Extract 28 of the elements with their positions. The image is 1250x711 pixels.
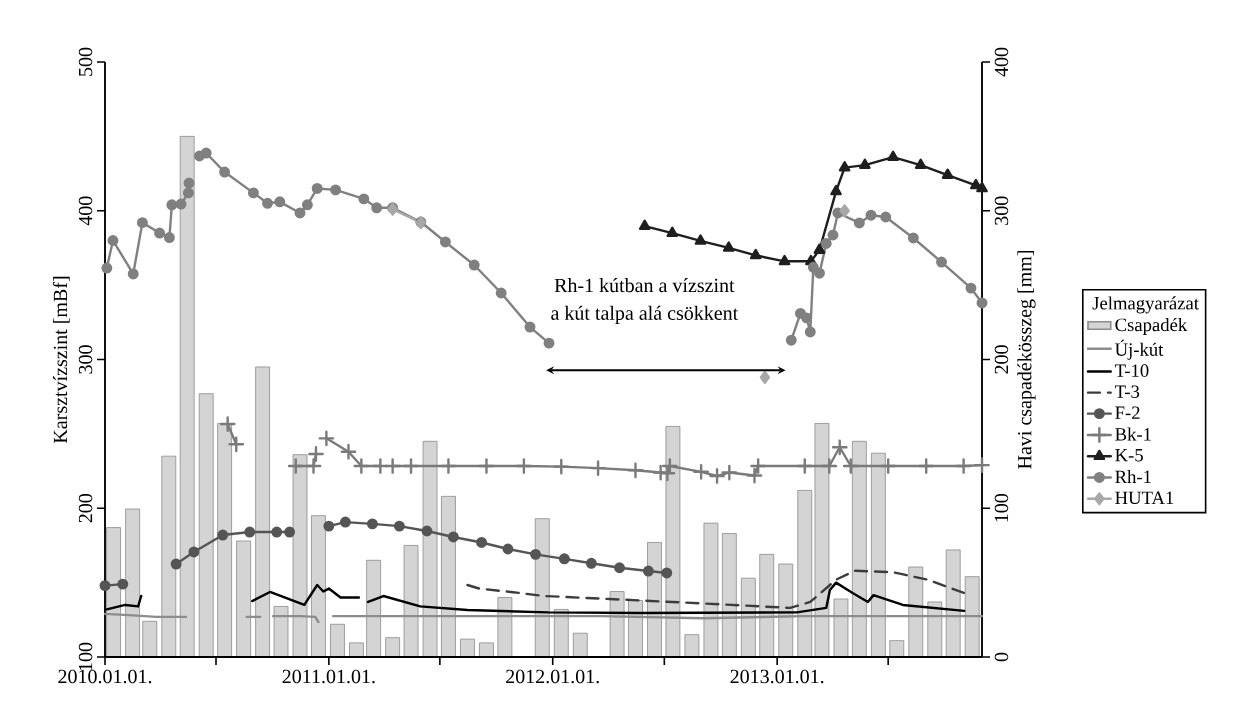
annotation: Rh-1 kútban a vízszint bbox=[554, 278, 735, 293]
y2-tick-label: 200 bbox=[994, 345, 1009, 374]
y2-tick-label: 100 bbox=[994, 494, 1009, 522]
x-tick-label: 2010.01.01. bbox=[58, 669, 152, 684]
legend-label: T-3 bbox=[1114, 385, 1140, 398]
legend-title: Jelmagyarázat bbox=[1092, 296, 1199, 314]
legend-label: Csapadék bbox=[1115, 318, 1188, 335]
legend-label: K-5 bbox=[1115, 449, 1143, 462]
x-tick-label: 2012.01.01. bbox=[506, 669, 599, 684]
y-tick-label: 200 bbox=[78, 494, 93, 523]
y2-tick-label: 400 bbox=[994, 47, 1009, 77]
annotation: a kút talpa alá csökkent bbox=[551, 305, 739, 324]
x-tick-label: 2013.01.01. bbox=[730, 669, 824, 684]
legend-label: HUTA1 bbox=[1115, 491, 1174, 505]
y-axis-title: Karsztvízszint [mBf] bbox=[52, 276, 70, 444]
x-tick-label: 2011.01.01. bbox=[282, 669, 375, 684]
y-tick-label: 300 bbox=[78, 345, 93, 374]
legend-label: T-10 bbox=[1114, 364, 1149, 377]
y-tick-label: 500 bbox=[78, 47, 93, 76]
y2-tick-label: 0 bbox=[994, 652, 1009, 662]
y-tick-label: 100 bbox=[78, 642, 93, 671]
legend-label: Rh-1 bbox=[1115, 469, 1151, 483]
legend-label: Új-kút bbox=[1115, 339, 1164, 360]
y2-tick-label: 300 bbox=[994, 196, 1009, 225]
y-tick-label: 400 bbox=[78, 196, 93, 226]
legend-label: F-2 bbox=[1115, 406, 1140, 419]
y2-axis-title: Havi csapadékösszeg [mm] bbox=[1017, 251, 1036, 469]
legend-label: Bk-1 bbox=[1115, 427, 1151, 441]
